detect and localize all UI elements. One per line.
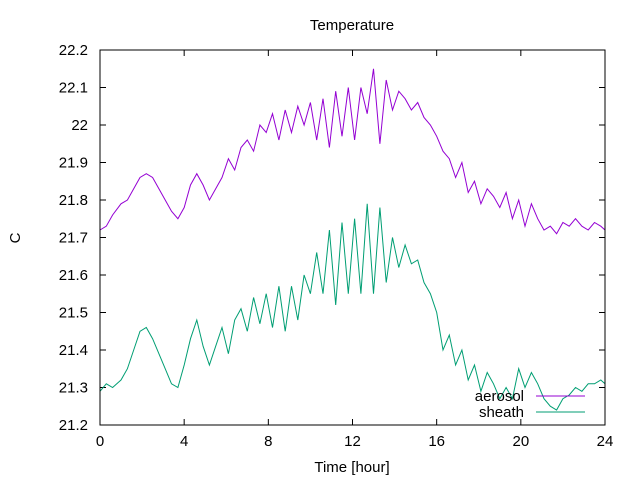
x-tick-label: 16	[428, 433, 445, 450]
legend-label-aerosol: aerosol	[475, 388, 524, 405]
x-tick-label: 4	[180, 433, 188, 450]
y-tick-label: 21.6	[59, 267, 88, 284]
y-tick-label: 22.1	[59, 80, 88, 97]
y-tick-label: 21.5	[59, 305, 88, 322]
x-tick-label: 8	[264, 433, 272, 450]
y-axis-label: C	[7, 232, 24, 243]
y-tick-label: 22	[71, 117, 88, 134]
series-line-aerosol	[99, 68, 606, 235]
y-tick-label: 21.9	[59, 155, 88, 172]
x-tick-label: 0	[96, 433, 104, 450]
plot-frame	[99, 49, 606, 426]
y-tick-label: 21.7	[59, 230, 88, 247]
chart-title: Temperature	[310, 17, 394, 34]
legend-label-sheath: sheath	[479, 404, 524, 421]
x-tick-label: 12	[344, 433, 361, 450]
x-tick-label: 24	[597, 433, 614, 450]
series-lines	[99, 68, 606, 411]
x-tick-labels: 0 4 8 12 16 20 24	[96, 433, 614, 450]
y-tick-label: 21.8	[59, 192, 88, 209]
x-axis-label: Time [hour]	[314, 459, 389, 476]
y-tick-label: 21.3	[59, 380, 88, 397]
series-line-sheath	[99, 203, 606, 411]
y-tick-label: 21.4	[59, 342, 88, 359]
y-tick-label: 21.2	[59, 417, 88, 434]
y-tick-labels: 21.2 21.3 21.4 21.5 21.6 21.7 21.8 21.9 22 22.1 22…	[59, 42, 88, 434]
axis-ticks	[99, 49, 606, 426]
x-tick-label: 20	[512, 433, 529, 450]
y-tick-label: 22.2	[59, 42, 88, 59]
